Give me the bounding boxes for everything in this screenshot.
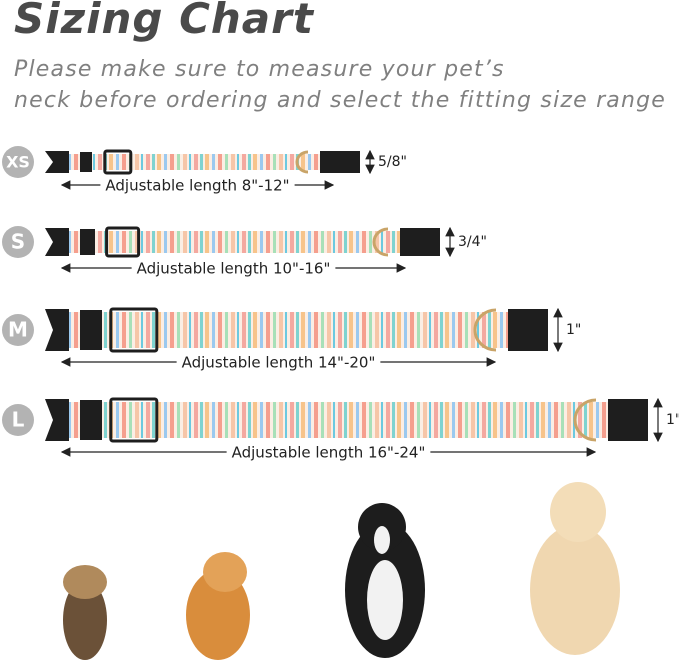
buckle-left [45, 228, 69, 256]
keeper [80, 152, 92, 172]
size-label: XS [6, 153, 30, 172]
collar-strap [60, 402, 608, 438]
d-ring [372, 227, 389, 257]
collar-strap [60, 231, 400, 253]
subtitle-line: neck before ordering and select the fitt… [14, 88, 667, 113]
size-badge [2, 314, 34, 346]
label-background [131, 259, 336, 277]
d-ring [473, 308, 497, 352]
label-background [226, 443, 431, 461]
d-ring [573, 398, 597, 442]
size-label: S [11, 230, 25, 254]
label-background [176, 353, 381, 371]
width-label: 1" [666, 412, 679, 428]
length-label: Adjustable length 10"-16" [137, 260, 331, 278]
title: Sizing Chart [14, 0, 314, 43]
slider [109, 307, 159, 353]
label-background [100, 176, 295, 194]
buckle-right [400, 228, 440, 256]
size-label: M [8, 318, 28, 342]
buckle-right [508, 309, 548, 351]
keeper [80, 310, 102, 350]
collar-strap [60, 312, 508, 348]
width-label: 5/8" [378, 154, 407, 170]
buckle-right [320, 151, 360, 173]
size-badge [2, 404, 34, 436]
subtitle-line: Please make sure to measure your pet’s [14, 57, 505, 82]
length-label: Adjustable length 8"-12" [105, 177, 289, 195]
slider [103, 149, 133, 175]
size-badge [2, 146, 34, 178]
slider [109, 397, 159, 443]
keeper [80, 400, 102, 440]
slider [105, 226, 141, 258]
buckle-left [45, 399, 69, 441]
length-label: Adjustable length 14"-20" [182, 354, 376, 372]
width-label: 1" [566, 322, 581, 338]
size-badge [2, 226, 34, 258]
dog-illustrations [63, 482, 620, 660]
buckle-left [45, 151, 69, 173]
collar-strap [60, 154, 320, 170]
size-label: L [12, 408, 25, 432]
keeper [80, 229, 95, 255]
buckle-right [608, 399, 648, 441]
d-ring [295, 150, 309, 174]
buckle-left [45, 309, 69, 351]
length-label: Adjustable length 16"-24" [232, 444, 426, 462]
width-label: 3/4" [458, 234, 487, 250]
